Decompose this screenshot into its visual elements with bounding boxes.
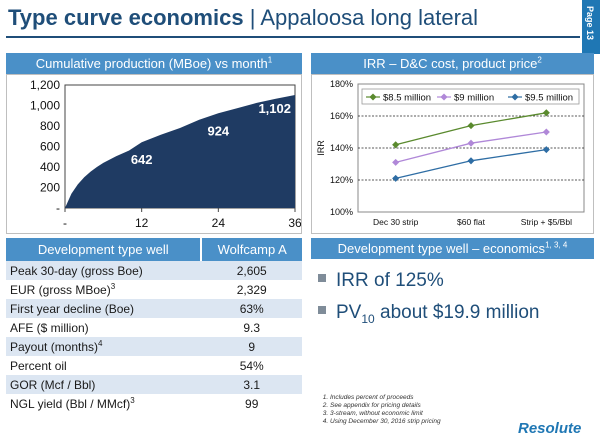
data-label: 924 (207, 123, 229, 138)
row-value: 54% (201, 356, 302, 375)
legend-label: $8.5 million (383, 93, 431, 104)
title-separator: | (249, 5, 256, 30)
row-label: EUR (gross MBoe)3 (6, 280, 202, 299)
legend-label: $9 million (454, 93, 494, 104)
y-tick-label: 120% (330, 175, 353, 185)
row-value: 2,605 (201, 261, 302, 280)
cumulative-area (65, 95, 295, 208)
x-tick-label: - (63, 216, 67, 230)
row-value: 99 (201, 394, 302, 413)
resolute-logo: Resolute (518, 420, 582, 437)
data-point (467, 139, 475, 147)
y-axis-label: IRR (316, 140, 326, 156)
table-header-row: Development type well Wolfcamp A (6, 238, 302, 261)
row-label: AFE ($ million) (6, 318, 202, 337)
y-tick-label: - (56, 201, 60, 215)
data-label: 1,102 (258, 101, 291, 116)
x-tick-label: 36 (288, 216, 301, 230)
row-value: 9.3 (201, 318, 302, 337)
table-row: EUR (gross MBoe)3 2,329 (6, 280, 302, 299)
cumulative-production-chart: - 200 400 600 800 1,000 1,200 - 12 24 36 642 924 1,10… (30, 78, 302, 230)
data-point (467, 122, 475, 130)
row-label: First year decline (Boe) (6, 299, 202, 318)
irr-bullet: IRR of 125% (318, 270, 444, 292)
y-tick-label: 200 (40, 181, 60, 195)
pv-text: PV (336, 302, 362, 323)
data-point (392, 174, 400, 182)
title-subtitle: Appaloosa long lateral (260, 5, 479, 30)
table-row: Percent oil 54% (6, 356, 302, 375)
cumulative-production-title: Cumulative production (MBoe) vs month (35, 56, 268, 71)
page-number: Page 13 (585, 6, 595, 41)
row-value: 3.1 (201, 375, 302, 394)
irr-panel: 100% 120% 140% 160% 180% Dec 30 strip $60 flat… (311, 74, 594, 234)
x-tick-label: Strip + $5/Bbl (521, 217, 572, 227)
y-tick-label: 800 (40, 119, 60, 133)
row-label: GOR (Mcf / Bbl) (6, 375, 202, 394)
pv10-bullet: PV10 about $19.9 million (318, 302, 540, 326)
x-tick-label: $60 flat (457, 217, 486, 227)
irr-footnote-ref: 2 (537, 55, 542, 65)
table-row: GOR (Mcf / Bbl) 3.1 (6, 375, 302, 394)
data-point (467, 157, 475, 165)
y-tick-label: 140% (330, 143, 353, 153)
title-rule (6, 36, 580, 38)
table-row: Peak 30-day (gross Boe) 2,605 (6, 261, 302, 280)
legend-swatch-marker (369, 93, 377, 101)
y-tick-label: 160% (330, 111, 353, 121)
economics-footnote-ref: 1, 3, 4 (545, 240, 568, 250)
cumulative-production-header: Cumulative production (MBoe) vs month1 (6, 53, 302, 74)
legend-swatch-marker (440, 93, 448, 101)
x-tick-label: Dec 30 strip (373, 217, 419, 227)
table-header-value: Wolfcamp A (201, 238, 302, 261)
footnotes: Includes percent of proceeds See appendi… (318, 394, 441, 426)
cumulative-production-footnote-ref: 1 (267, 55, 273, 65)
irr-header: IRR – D&C cost, product price2 (311, 53, 594, 74)
economics-title: Development type well – economics (337, 241, 546, 256)
cumulative-production-panel: - 200 400 600 800 1,000 1,200 - 12 24 36 642 924 1,10… (6, 74, 302, 234)
footnote-item: See appendix for pricing details (330, 402, 441, 410)
y-tick-label: 180% (330, 79, 353, 89)
pv-value-text: about $19.9 million (374, 302, 540, 323)
data-point (392, 141, 400, 149)
table-row: Payout (months)4 9 (6, 337, 302, 356)
data-point (392, 158, 400, 166)
legend-box (361, 88, 580, 105)
row-value: 63% (201, 299, 302, 318)
irr-chart: 100% 120% 140% 160% 180% Dec 30 strip $60 flat… (316, 79, 585, 227)
type-well-table: Development type well Wolfcamp A Peak 30… (6, 238, 302, 413)
legend-label: $9.5 million (525, 93, 573, 104)
page-title: Type curve economics | Appaloosa long la… (8, 3, 478, 33)
table-row: AFE ($ million) 9.3 (6, 318, 302, 337)
table-header-label: Development type well (6, 238, 203, 261)
row-value: 9 (201, 337, 302, 356)
footnote-item: Includes percent of proceeds (330, 394, 441, 402)
y-tick-label: 1,200 (30, 78, 60, 92)
y-tick-label: 1,000 (30, 99, 60, 113)
row-label: Payout (months)4 (6, 337, 202, 356)
title-main: Type curve economics (8, 5, 244, 30)
pv-subscript: 10 (361, 311, 375, 326)
irr-title: IRR – D&C cost, product price (363, 56, 538, 71)
row-value: 2,329 (201, 280, 302, 299)
table-row: NGL yield (Bbl / MMcf)3 99 (6, 394, 302, 413)
row-label: Peak 30-day (gross Boe) (6, 261, 202, 280)
x-tick-label: 24 (212, 216, 226, 230)
row-label: NGL yield (Bbl / MMcf)3 (6, 394, 202, 413)
y-tick-label: 400 (40, 160, 60, 174)
page-number-tab: Page 13 (582, 0, 600, 54)
y-tick-label: 600 (40, 140, 60, 154)
table-row: First year decline (Boe) 63% (6, 299, 302, 318)
footnote-item: Using December 30, 2016 strip pricing (330, 418, 441, 426)
data-label: 642 (131, 152, 153, 167)
x-tick-label: 12 (135, 216, 149, 230)
bullet-square-icon (318, 306, 326, 314)
footnote-item: 3-stream, without economic limit (330, 410, 441, 418)
y-tick-label: 100% (330, 207, 353, 217)
economics-header: Development type well – economics1, 3, 4 (311, 238, 594, 259)
legend-swatch-marker (511, 93, 519, 101)
row-label: Percent oil (6, 356, 202, 375)
bullet-square-icon (318, 274, 326, 282)
irr-bullet-text: IRR of 125% (336, 270, 444, 291)
